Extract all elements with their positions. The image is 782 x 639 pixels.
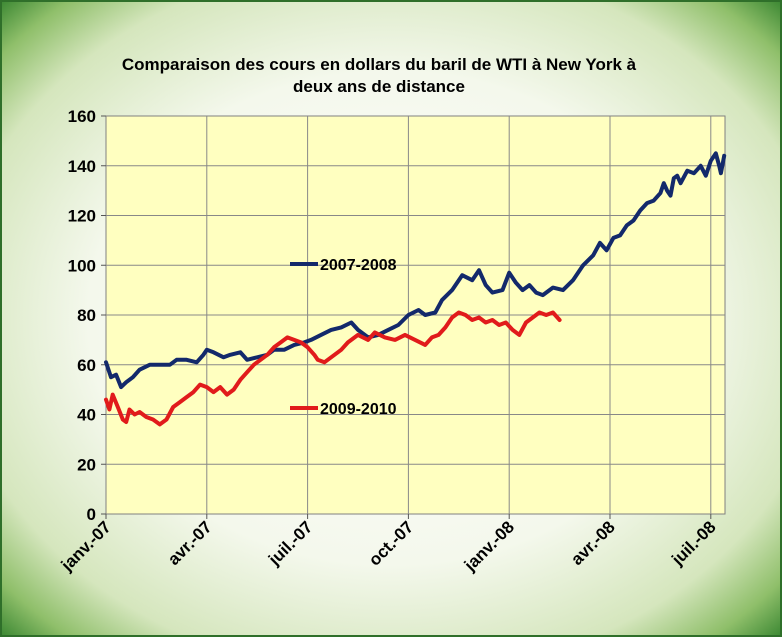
x-tick-label: janv.-08 <box>460 517 518 575</box>
y-tick-label: 100 <box>68 256 96 275</box>
series-lines <box>104 151 727 427</box>
y-tick-label: 60 <box>77 356 96 375</box>
x-tick-label: juil.-08 <box>667 517 719 569</box>
y-tick-label: 80 <box>77 306 96 325</box>
x-tick-label: juil.-07 <box>264 517 316 569</box>
gridlines <box>101 115 725 519</box>
series-line-2009-2010 <box>104 310 562 427</box>
legend-label-2007-2008: 2007-2008 <box>320 257 397 274</box>
y-tick-label: 20 <box>77 455 96 474</box>
y-axis-tick-labels: 0 20 40 60 80 100 120 140 160 <box>68 107 96 524</box>
y-tick-label: 120 <box>68 207 96 226</box>
chart-title-line-1: Comparaison des cours en dollars du bari… <box>122 55 637 74</box>
legend-item-2007-2008: 2007-2008 <box>290 257 397 274</box>
y-tick-label: 0 <box>87 505 96 524</box>
x-tick-label: avr.-08 <box>567 517 619 569</box>
x-tick-label: janv.-07 <box>57 517 115 575</box>
series-line-2007-2008 <box>104 151 727 390</box>
y-tick-label: 140 <box>68 157 96 176</box>
x-tick-label: oct.-07 <box>365 517 417 569</box>
x-axis-tick-labels: janv.-07 avr.-07 juil.-07 oct.-07 janv.-08 av… <box>57 517 720 575</box>
legend-item-2009-2010: 2009-2010 <box>290 401 397 418</box>
y-tick-label: 160 <box>68 107 96 126</box>
y-tick-label: 40 <box>77 406 96 425</box>
legend-label-2009-2010: 2009-2010 <box>320 401 397 418</box>
chart-title-line-2: deux ans de distance <box>293 77 465 96</box>
x-tick-label: avr.-07 <box>164 517 216 569</box>
